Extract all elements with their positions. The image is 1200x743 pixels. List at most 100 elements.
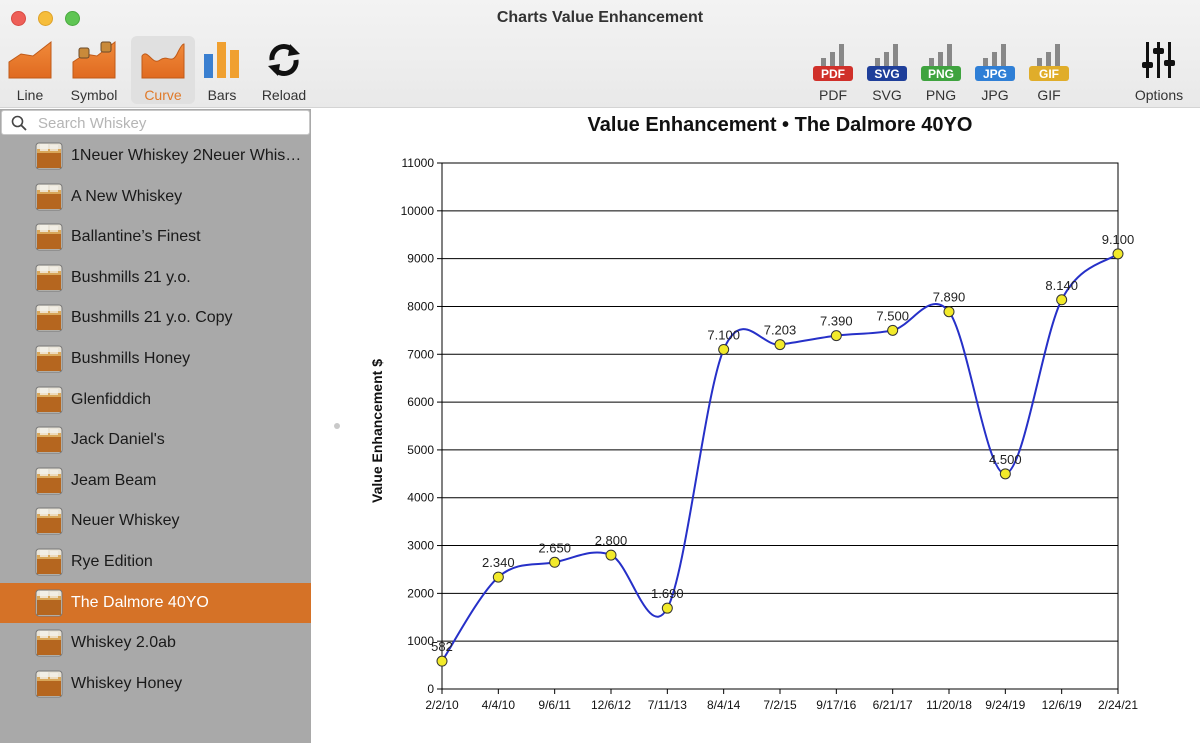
data-label: 7.203 [764,323,797,338]
whiskey-glass-icon [35,426,63,454]
data-label: 2.800 [595,533,628,548]
reload-button[interactable]: Reload [256,36,312,104]
data-point [718,343,730,355]
whiskey-glass-icon [35,142,63,170]
reload-label: Reload [261,87,307,103]
data-label: 7.500 [876,308,909,323]
symbol-label: Symbol [70,87,118,103]
whiskey-glass-icon [35,670,63,698]
data-point [774,339,786,351]
whiskey-glass-icon [35,386,63,414]
whiskey-name: Neuer Whiskey [71,512,180,530]
whiskey-glass-icon [35,183,63,211]
whiskey-name: Ballantine’s Finest [71,228,201,246]
y-tick-label: 5000 [407,443,434,457]
curve-label: Curve [144,87,182,103]
png-badge-text: PNG [928,67,954,81]
y-tick-label: 3000 [407,539,434,553]
whiskey-name: Jeam Beam [71,471,157,489]
whiskey-list-item[interactable]: 1Neuer Whiskey 2Neuer Whiskey [0,136,311,177]
export-gif-button[interactable]: GIF GIF [1024,36,1074,104]
bar-chart-icon [204,42,239,78]
whiskey-list-item[interactable]: Whiskey Honey [0,664,311,705]
whiskey-list-item[interactable]: Bushmills 21 y.o. [0,258,311,299]
x-tick-label: 2/2/10 [425,698,459,712]
whiskey-glass-icon [35,304,63,332]
data-label: 2.340 [482,555,515,570]
x-tick-label: 2/24/21 [1098,698,1138,712]
whiskey-list-item[interactable]: Whiskey 2.0ab [0,623,311,664]
x-tick-label: 6/21/17 [873,698,913,712]
whiskey-list-item[interactable]: The Dalmore 40YO [0,582,311,624]
whiskey-list-item[interactable]: A New Whiskey [0,177,311,218]
data-labels: 582 2.340 2.650 2.800 1.690 7.100 7.203 7.390 7.… [431,232,1134,654]
data-label: 7.390 [820,314,853,329]
whiskey-list-item[interactable]: Glenfiddich [0,380,311,421]
data-point [1112,248,1124,260]
whiskey-name: Whiskey Honey [71,674,183,692]
x-tick-label: 11/20/18 [926,698,972,712]
y-tick-label: 6000 [407,395,434,409]
y-tick-label: 1000 [407,634,434,648]
data-point [943,306,955,318]
y-axis-label: Value Enhancement $ [369,359,385,503]
y-tick-label: 4000 [407,491,434,505]
reload-icon [268,44,300,76]
whiskey-list-item[interactable]: Ballantine’s Finest [0,217,311,258]
data-point [436,655,448,667]
whiskey-list-item[interactable]: Rye Edition [0,542,311,583]
pdf-badge-text: PDF [821,67,845,81]
data-point [549,556,561,568]
line-label: Line [16,87,44,103]
bars-button[interactable]: Bars [198,36,246,104]
export-svg-button[interactable]: SVG SVG [862,36,912,104]
bars-label: Bars [207,87,237,103]
whiskey-name: The Dalmore 40YO [71,593,209,611]
pdf-export-icon: PDF [813,44,853,81]
data-label: 7.100 [707,327,740,342]
search-input[interactable] [38,113,298,133]
split-view-divider-handle[interactable] [334,423,340,429]
data-label: 9.100 [1102,232,1135,247]
x-tick-label: 12/6/19 [1042,698,1082,712]
whiskey-list-item[interactable]: Bushmills 21 y.o. Copy [0,298,311,339]
gif-label: GIF [1037,87,1061,103]
whiskey-list-item[interactable]: Jack Daniel's [0,420,311,461]
whiskey-name: Rye Edition [71,552,153,570]
options-button[interactable]: Options [1126,36,1192,104]
whiskey-glass-icon [35,345,63,373]
export-jpg-button[interactable]: JPG JPG [970,36,1020,104]
y-tick-label: 2000 [407,586,434,600]
data-point [1056,294,1068,306]
whiskey-name: Bushmills Honey [71,349,191,367]
export-png-button[interactable]: PNG PNG [916,36,966,104]
data-label: 4.500 [989,452,1022,467]
data-points [436,248,1124,667]
data-label: 582 [431,639,453,654]
curve-button[interactable]: Curve [131,36,195,104]
export-pdf-button[interactable]: PDF PDF [808,36,858,104]
symbol-button[interactable]: Symbol [64,36,124,104]
whiskey-list-item[interactable]: Bushmills Honey [0,339,311,380]
whiskey-glass-icon [35,629,63,657]
y-axis-ticks: 0 1000 2000 3000 4000 5000 6000 7000 8000 9000 100… [401,156,442,696]
x-tick-label: 12/6/12 [591,698,631,712]
search-box[interactable] [1,110,310,135]
svg-label: SVG [872,87,902,103]
close-window-button[interactable] [11,11,26,26]
whiskey-list-item[interactable]: Neuer Whiskey [0,501,311,542]
data-label: 7.890 [933,290,966,305]
gif-badge-text: GIF [1039,67,1059,81]
chart-panel [360,109,1200,743]
line-button[interactable]: Line [4,36,56,104]
minimize-window-button[interactable] [38,11,53,26]
y-tick-label: 9000 [407,252,434,266]
png-export-icon: PNG [921,44,961,81]
zoom-window-button[interactable] [65,11,80,26]
data-label: 1.690 [651,586,684,601]
whiskey-glass-icon [35,223,63,251]
search-icon [11,115,27,131]
whiskey-list-item[interactable]: Jeam Beam [0,461,311,502]
whiskey-name: Bushmills 21 y.o. Copy [71,309,233,327]
